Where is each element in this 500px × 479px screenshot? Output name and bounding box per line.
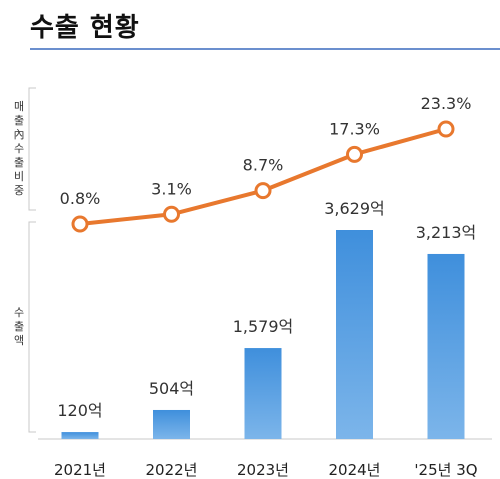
- share-label-2: 8.7%: [243, 156, 284, 175]
- bar-1: [153, 409, 190, 439]
- x-tick-label-2: 2023년: [237, 461, 289, 479]
- bar-value-label-1: 504억: [149, 379, 194, 398]
- share-point-2: [254, 182, 272, 200]
- title-underline: [30, 48, 500, 50]
- share-point-0: [71, 215, 89, 233]
- share-line: [79, 127, 447, 226]
- bar-2: [244, 348, 282, 439]
- bar-3: [336, 230, 373, 439]
- share-label-3: 17.3%: [329, 119, 380, 138]
- share-point-4: [437, 120, 455, 138]
- bar-value-label-4: 3,213억: [416, 223, 477, 242]
- bar-value-label-2: 1,579억: [233, 317, 294, 336]
- x-tick-label-3: 2024년: [329, 461, 381, 479]
- x-tick-label-0: 2021년: [54, 461, 106, 479]
- bar-4: [427, 253, 465, 439]
- bar-value-label-3: 3,629억: [324, 199, 385, 218]
- bar-value-label-0: 120억: [57, 401, 102, 420]
- line-axis-bracket: [28, 87, 36, 211]
- share-label-4: 23.3%: [421, 94, 472, 113]
- share-point-1: [163, 205, 180, 223]
- share-point-3: [346, 145, 363, 163]
- x-tick-label-1: 2022년: [146, 461, 198, 479]
- page-title: 수출 현황: [30, 13, 140, 43]
- share-label-0: 0.8%: [60, 189, 101, 208]
- x-tick-label-4: '25년 3Q: [414, 461, 477, 479]
- bar-0: [61, 432, 99, 439]
- bar-axis-bracket: [28, 221, 36, 433]
- share-label-1: 3.1%: [151, 179, 192, 198]
